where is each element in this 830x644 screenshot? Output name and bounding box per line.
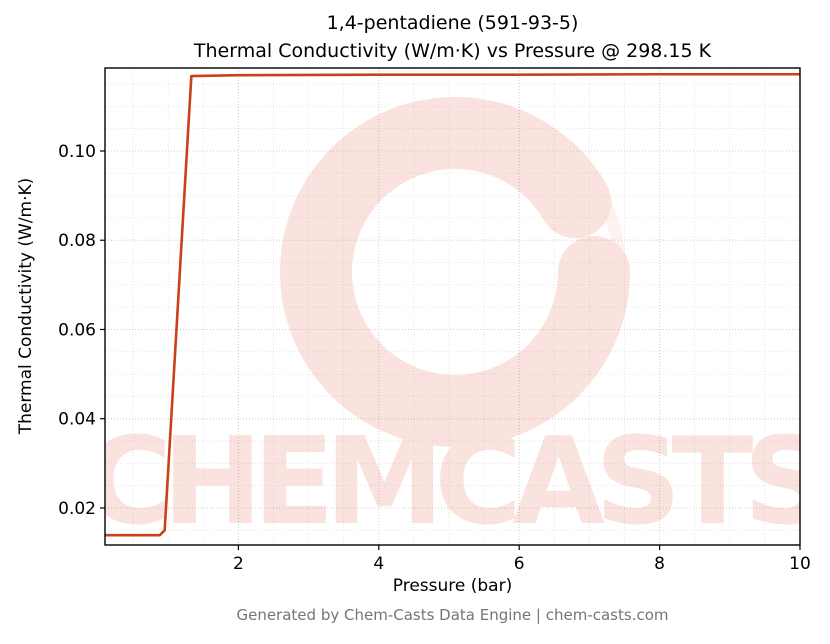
svg-text:8: 8 [654, 554, 665, 574]
svg-text:10: 10 [789, 554, 811, 574]
footer-attribution: Generated by Chem-Casts Data Engine | ch… [236, 606, 669, 624]
svg-text:CHEMCASTS: CHEMCASTS [84, 413, 821, 552]
svg-text:2: 2 [233, 554, 244, 574]
svg-text:0.10: 0.10 [58, 142, 96, 162]
svg-text:6: 6 [514, 554, 525, 574]
watermark: CHEMCASTS [84, 97, 821, 552]
chart-title: 1,4-pentadiene (591-93-5) [326, 12, 579, 34]
svg-text:0.04: 0.04 [58, 410, 96, 430]
x-axis-label: Pressure (bar) [392, 576, 513, 596]
svg-text:4: 4 [373, 554, 384, 574]
svg-text:0.06: 0.06 [58, 320, 96, 340]
svg-text:0.08: 0.08 [58, 231, 96, 251]
svg-text:0.02: 0.02 [58, 499, 96, 519]
chart-subtitle: Thermal Conductivity (W/m·K) vs Pressure… [193, 40, 712, 62]
